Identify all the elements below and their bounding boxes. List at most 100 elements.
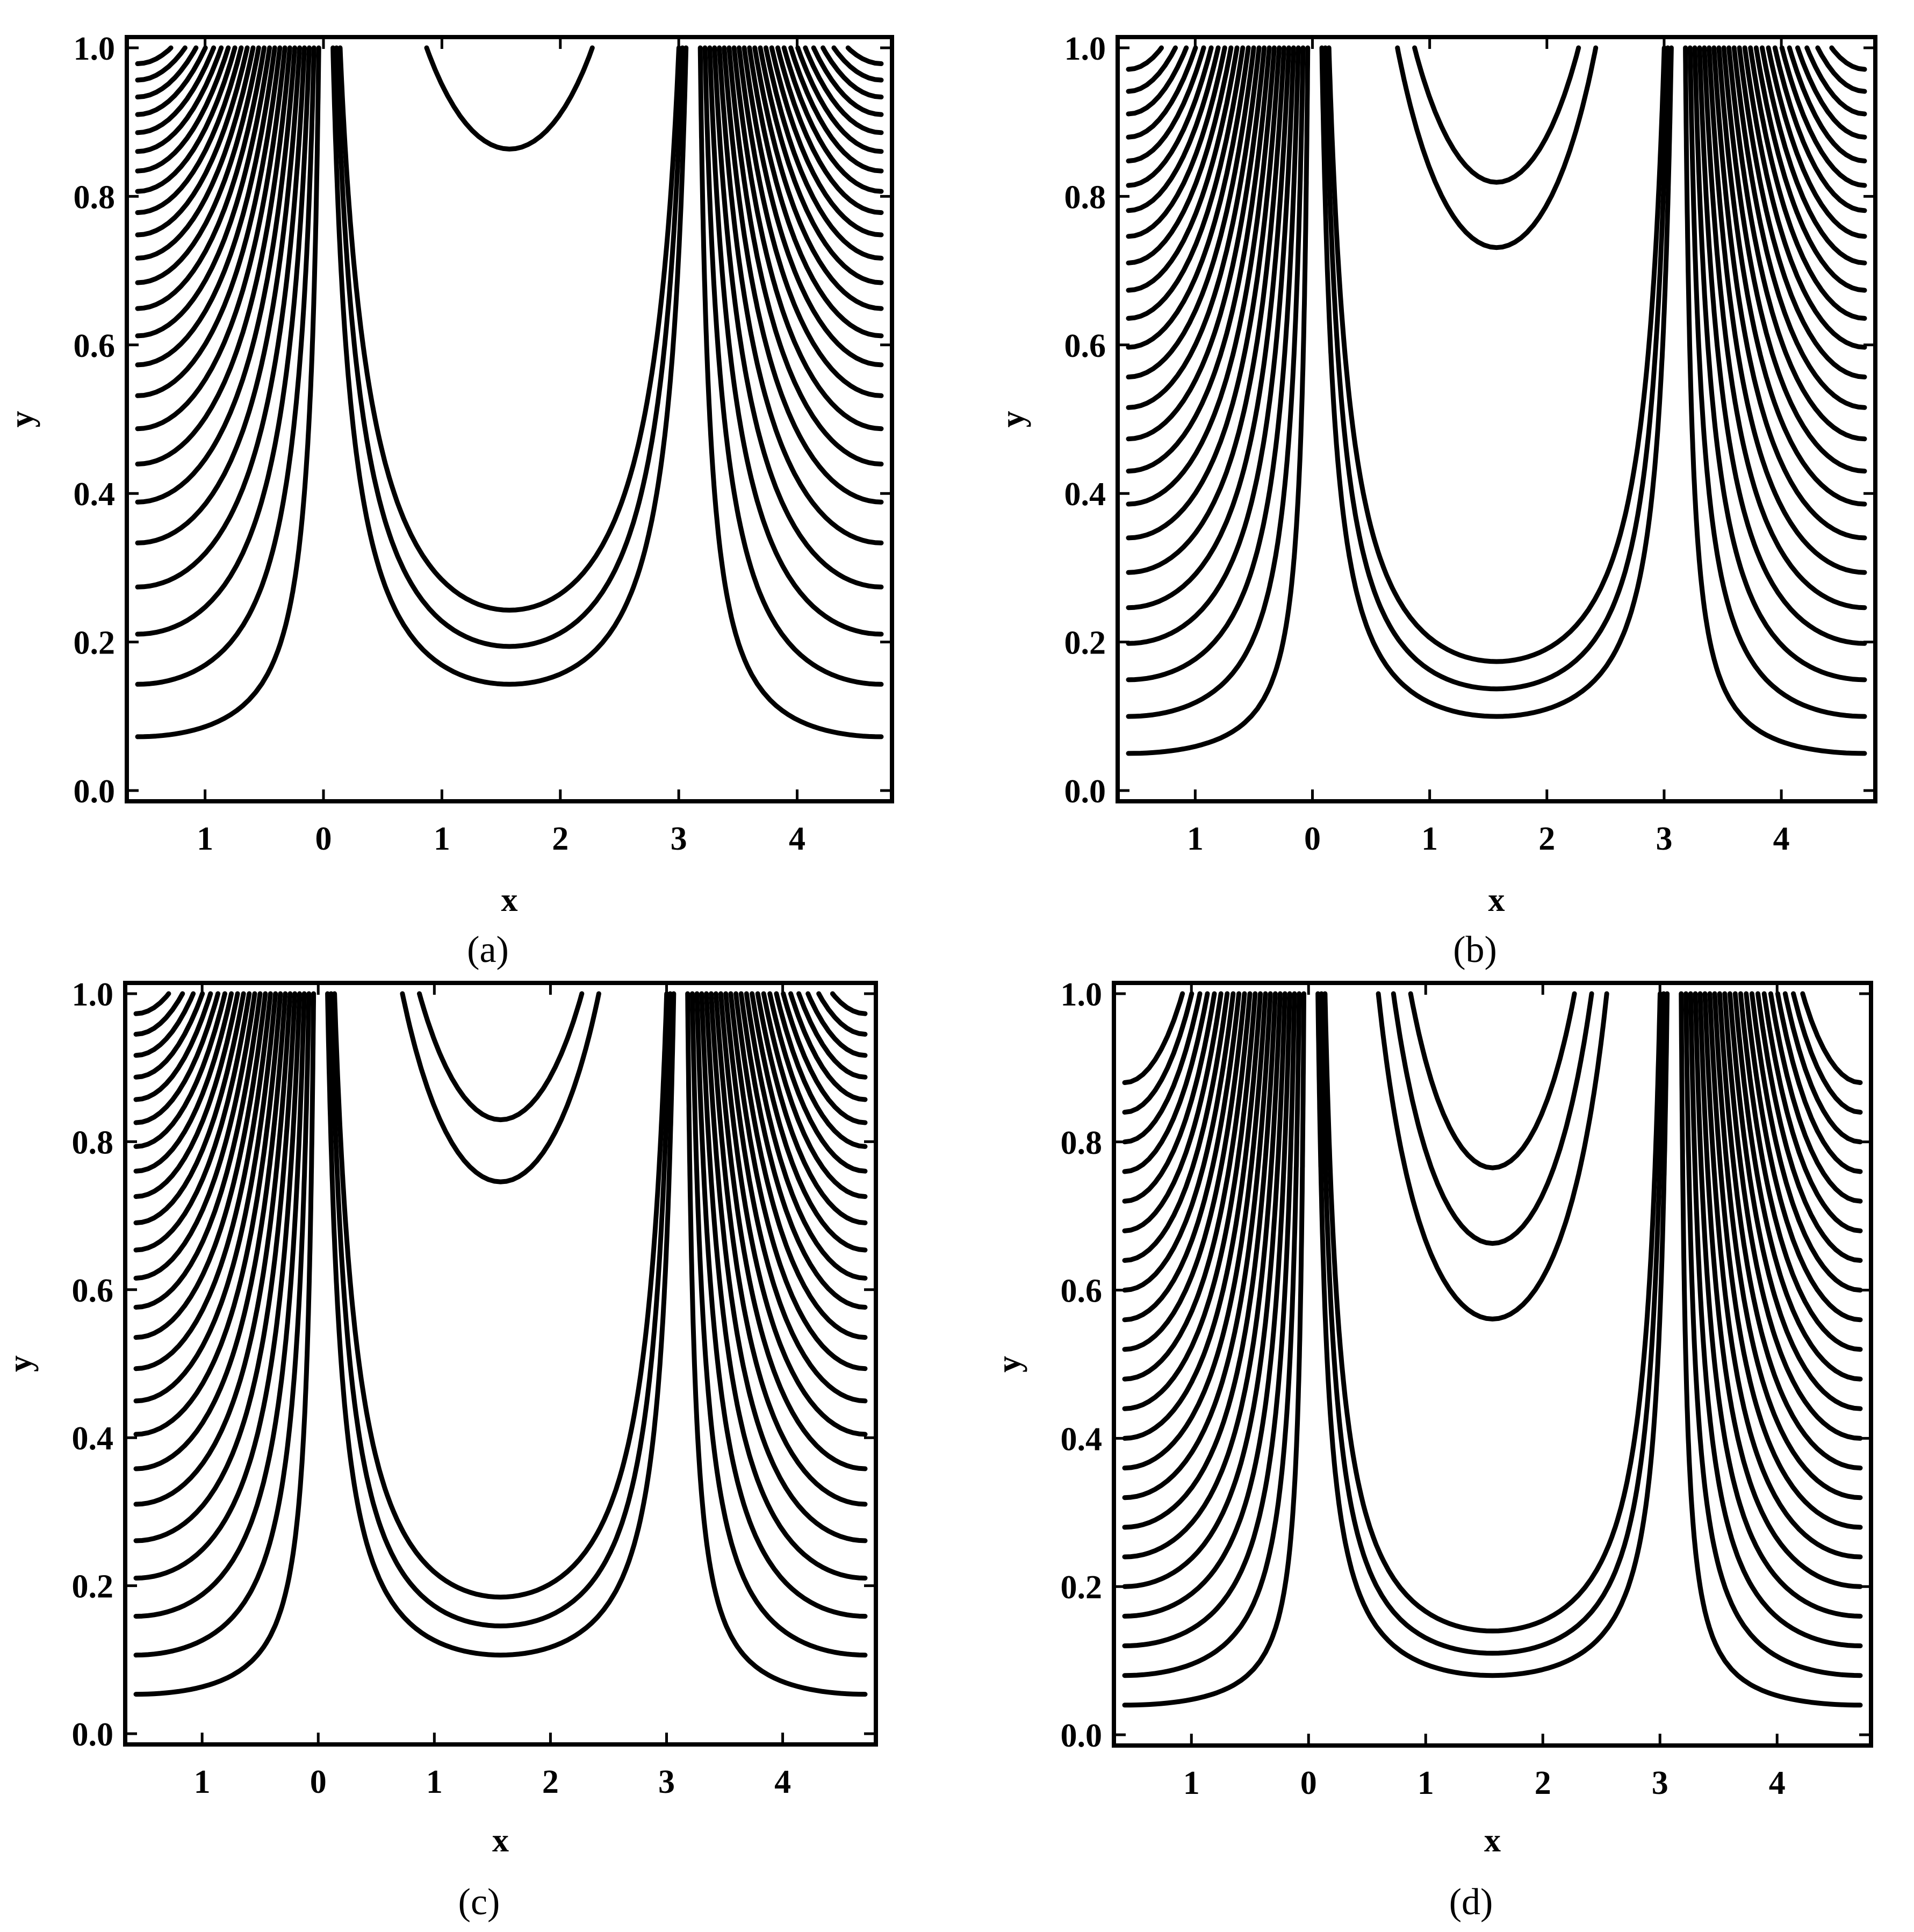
x-axis-label: x [1484, 1822, 1501, 1859]
contour-line-23-0 [1126, 45, 1189, 117]
contour-line-2-0 [1376, 991, 1609, 1321]
contour-line-13-1 [1727, 991, 1863, 1411]
y-tick-label: 0.6 [72, 1273, 114, 1309]
contour-lines [1126, 45, 1867, 756]
y-tick-label: 0.8 [1064, 179, 1106, 216]
contour-line-12-1 [1722, 991, 1863, 1441]
contour-line-9-0 [1126, 45, 1277, 507]
contour-line-21-0 [1126, 45, 1206, 163]
contour-line-25-1 [830, 991, 868, 1016]
contour-line-21-0 [133, 991, 213, 1102]
contour-line-10-1 [1721, 45, 1867, 474]
contour-line-27-0 [1322, 991, 1663, 1634]
contour-line-17-0 [135, 45, 238, 194]
contour-line-0-0 [417, 991, 585, 1123]
contour-line-14-0 [133, 991, 257, 1281]
contour-line-15-0 [1126, 45, 1246, 321]
contour-line-15-1 [769, 45, 884, 238]
contour-line-23-1 [805, 991, 868, 1058]
contour-line-2-0 [1126, 45, 1311, 756]
contour-line-22-1 [1795, 45, 1867, 140]
contour-line-12-0 [1126, 45, 1262, 410]
contour-line-5-1 [717, 45, 884, 545]
x-tick-label: 1 [1417, 1765, 1434, 1801]
contour-line-13-0 [135, 45, 261, 285]
x-tick-label: 2 [552, 821, 569, 857]
contour-line-10-0 [135, 45, 277, 368]
contour-line-4-0 [1126, 45, 1301, 683]
contour-line-4-1 [1683, 991, 1863, 1678]
contour-line-19-1 [774, 991, 868, 1149]
contour-line-8-0 [133, 991, 288, 1471]
contour-line-18-1 [1755, 991, 1863, 1263]
contour-line-8-0 [135, 45, 287, 432]
contour-line-10-0 [1122, 991, 1273, 1500]
x-tick-label: 2 [542, 1764, 559, 1800]
contour-line-26-0 [325, 991, 677, 1658]
contour-line-17-0 [1126, 45, 1234, 265]
contour-lines [1122, 991, 1863, 1708]
contour-line-9-0 [135, 45, 283, 398]
contour-line-23-1 [831, 45, 884, 83]
x-tick-label: 0 [1300, 1765, 1317, 1801]
contour-line-24-0 [135, 45, 174, 66]
contour-line-16-1 [1753, 45, 1867, 293]
contour-line-20-1 [803, 45, 884, 135]
y-tick-label: 0.2 [74, 625, 116, 662]
contour-line-10-1 [1712, 991, 1863, 1500]
y-tick-label: 0.0 [74, 773, 116, 810]
contour-line-3-1 [707, 45, 884, 637]
contour-line-4-1 [712, 45, 884, 590]
contour-line-6-1 [704, 991, 868, 1543]
x-tick-label: 1 [197, 821, 213, 857]
contour-line-32-0 [1326, 45, 1667, 664]
contour-line-11-0 [135, 45, 272, 339]
y-tick-label: 1.0 [1061, 976, 1103, 1013]
y-axis-label: y [4, 411, 40, 428]
contour-line-8-0 [1122, 991, 1283, 1560]
contour-line-29-0 [330, 45, 689, 687]
contour-line-22-0 [1126, 45, 1198, 140]
contour-line-21-0 [135, 45, 208, 117]
contour-line-1-0 [1391, 991, 1594, 1246]
contour-line-9-1 [1716, 45, 1867, 507]
contour-line-7-1 [1697, 991, 1863, 1589]
contour-line-23-1 [1791, 991, 1863, 1115]
contour-line-20-0 [133, 991, 221, 1125]
contour-line-22-1 [821, 45, 884, 99]
contour-line-21-1 [1787, 45, 1867, 163]
contour-line-3-1 [1687, 45, 1867, 719]
contour-line-14-1 [763, 45, 884, 261]
contour-line-15-1 [750, 991, 868, 1253]
contour-line-0-0 [424, 45, 595, 152]
contour-line-30-0 [1319, 45, 1674, 719]
contour-line-18-1 [767, 991, 868, 1174]
contour-line-7-1 [726, 45, 884, 466]
contour-line-21-1 [811, 45, 884, 117]
y-axis-label: y [995, 411, 1031, 428]
contour-line-2-0 [135, 45, 316, 687]
contour-panel-b: 1 0 1 2 3 4 0.0 0.2 0.4 0.6 0.8 1.0 x y (b) [995, 31, 1877, 971]
contour-line-8-1 [713, 991, 868, 1471]
x-tick-label: 3 [658, 1764, 675, 1800]
contour-line-17-1 [761, 991, 868, 1199]
y-tick-label: 0.4 [1061, 1421, 1103, 1457]
y-tick-label: 0.4 [72, 1420, 114, 1457]
contour-line-12-1 [733, 991, 868, 1340]
contour-line-9-1 [1707, 991, 1863, 1530]
contour-line-7-1 [1707, 45, 1867, 575]
contour-line-24-0 [133, 991, 185, 1037]
contour-line-3-0 [135, 45, 312, 637]
y-tick-label: 0.0 [72, 1716, 114, 1753]
contour-line-15-0 [133, 991, 252, 1253]
y-tick-label: 0.0 [1064, 773, 1106, 810]
contour-line-7-0 [1126, 45, 1287, 575]
contour-line-30-0 [334, 45, 685, 649]
contour-line-3-0 [133, 991, 312, 1658]
contour-line-23-0 [133, 991, 196, 1058]
x-tick-label: 4 [774, 1764, 791, 1800]
contour-line-3-1 [1679, 991, 1863, 1708]
contour-line-22-0 [135, 45, 199, 99]
contour-line-11-1 [747, 45, 884, 339]
panel-caption: (a) [467, 929, 509, 971]
